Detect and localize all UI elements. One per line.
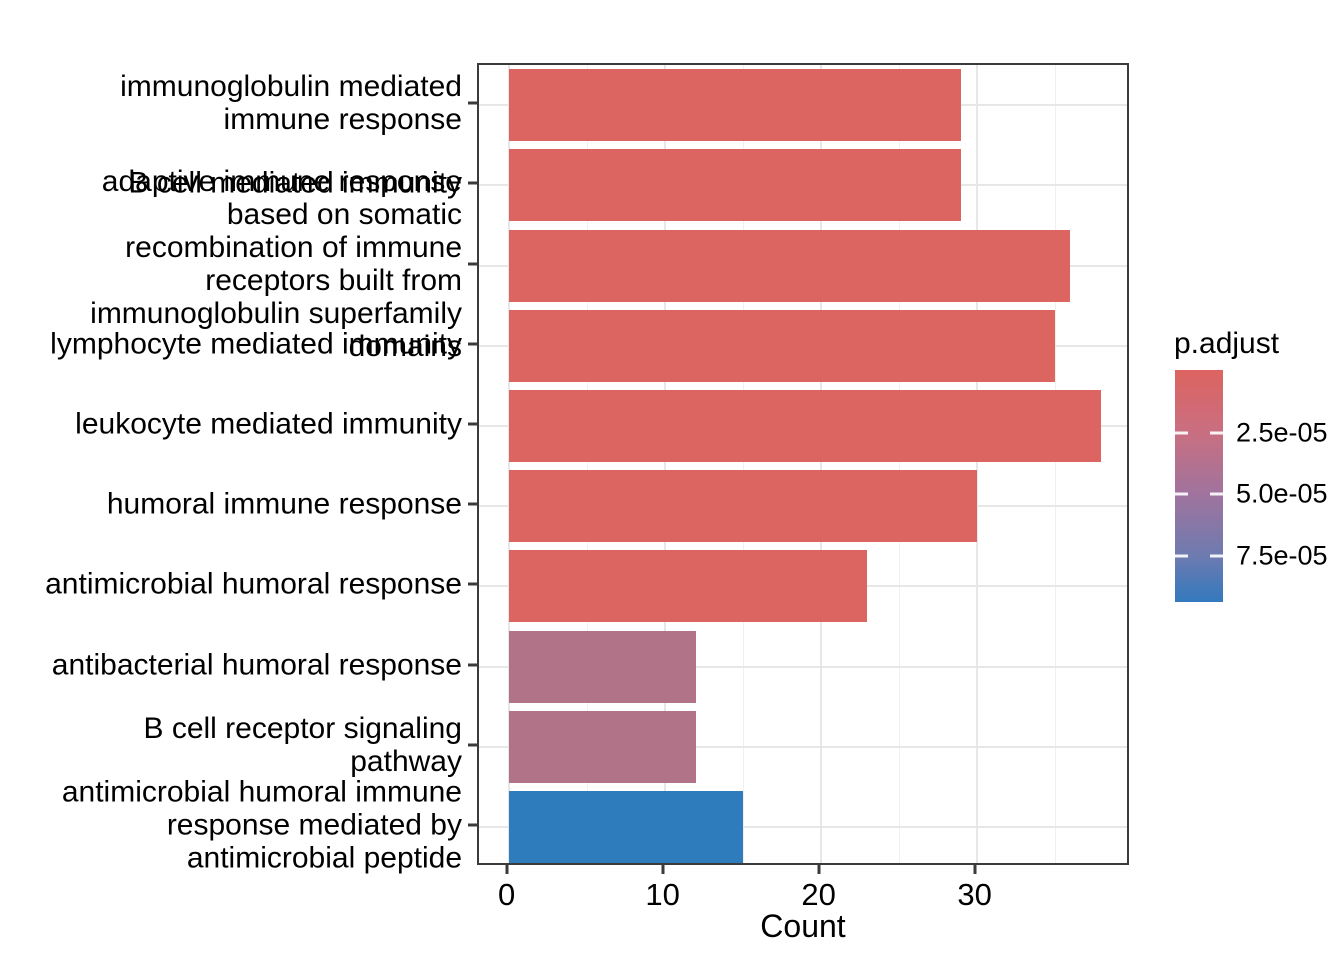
bar	[508, 309, 1055, 382]
legend-tick-right	[1210, 492, 1223, 496]
minor-gridline-x	[586, 65, 588, 863]
major-gridline-x	[819, 65, 822, 863]
y-axis-label: antimicrobial humoral immune response me…	[61, 775, 462, 875]
y-axis-tick	[468, 262, 477, 265]
y-axis-label: B cell mediated immunity	[128, 166, 462, 200]
legend-tick-label: 5.0e-05	[1236, 478, 1328, 509]
y-axis-label: antimicrobial humoral response	[45, 567, 462, 601]
y-axis-label: antibacterial humoral response	[51, 648, 462, 681]
y-axis-tick	[468, 181, 477, 185]
bar	[508, 710, 696, 783]
bar	[508, 470, 977, 543]
legend-tick-left	[1175, 492, 1188, 496]
minor-gridline-x	[1054, 65, 1056, 863]
legend-tick-left	[1175, 431, 1188, 435]
x-axis-tick-label: 30	[957, 877, 992, 912]
bar	[508, 550, 868, 623]
y-axis-label: B cell receptor signaling pathway	[143, 711, 462, 778]
x-axis-title: Count	[760, 908, 846, 944]
legend-gradient-bar	[1175, 370, 1223, 602]
x-axis-tick-label: 0	[497, 877, 516, 912]
y-axis-tick	[468, 582, 477, 586]
major-gridline-y	[479, 745, 1127, 748]
y-axis-label: immunoglobulin mediated immune response	[120, 70, 462, 137]
y-axis-tick	[468, 422, 477, 426]
bar	[508, 149, 961, 222]
y-axis-label: lymphocyte mediated immunity	[50, 327, 462, 361]
legend-tick-right	[1210, 431, 1223, 435]
y-axis-tick	[468, 502, 477, 506]
plot-panel	[477, 63, 1129, 865]
y-axis-label: leukocyte mediated immunity	[75, 407, 462, 441]
x-axis-tick	[973, 865, 977, 874]
y-axis-tick	[468, 101, 477, 105]
bar	[508, 69, 961, 142]
y-axis-label: humoral immune response	[106, 487, 462, 521]
major-gridline-y	[479, 825, 1127, 828]
legend-tick-label: 2.5e-05	[1236, 417, 1328, 448]
major-gridline-x	[507, 65, 510, 863]
legend-tick-left	[1175, 554, 1188, 558]
y-axis-label: adaptive immune response based on somati…	[90, 164, 462, 363]
x-axis-tick-label: 10	[645, 877, 680, 912]
x-axis-tick	[817, 865, 821, 874]
x-axis-tick	[661, 865, 665, 874]
y-axis-tick	[468, 663, 477, 666]
bar	[508, 790, 743, 863]
legend-tick-label: 7.5e-05	[1236, 540, 1328, 571]
legend-tick-right	[1210, 554, 1223, 558]
major-gridline-y	[479, 665, 1127, 668]
x-axis-tick	[505, 865, 509, 874]
bar	[508, 630, 696, 703]
x-axis-tick-label: 20	[801, 877, 836, 912]
y-axis-tick	[468, 743, 477, 747]
bar	[508, 389, 1102, 462]
y-axis-tick	[468, 823, 477, 827]
major-gridline-x	[975, 65, 978, 863]
minor-gridline-x	[742, 65, 744, 863]
legend-title: p.adjust	[1174, 327, 1280, 360]
minor-gridline-x	[898, 65, 900, 863]
major-gridline-x	[663, 65, 666, 863]
y-axis-tick	[468, 342, 477, 346]
bar	[508, 229, 1071, 302]
